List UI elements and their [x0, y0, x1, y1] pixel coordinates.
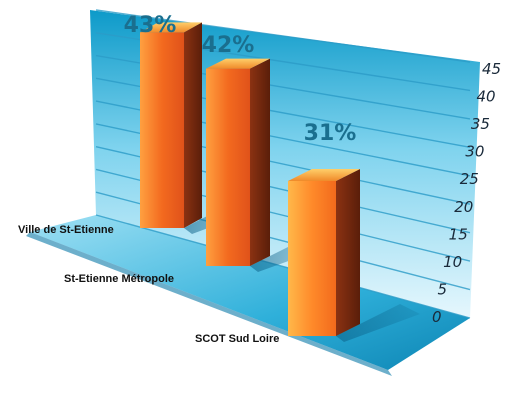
bar-top — [206, 58, 270, 69]
y-tick-label: 35 — [471, 115, 490, 133]
bar-side — [250, 58, 270, 266]
y-tick-label: 40 — [476, 88, 495, 106]
y-tick-label: 25 — [460, 170, 479, 188]
y-tick-label: 5 — [438, 280, 448, 298]
category-label: Ville de St-Etienne — [18, 224, 114, 236]
category-label: SCOT Sud Loire — [195, 333, 279, 345]
y-tick-label: 15 — [449, 225, 468, 243]
chart-floor-edge — [26, 232, 392, 376]
bar-front — [288, 181, 336, 336]
y-tick-label: 20 — [454, 198, 473, 216]
gridline — [95, 9, 471, 63]
bar-shadow — [336, 304, 420, 342]
bar-side — [184, 22, 202, 228]
bar-top — [288, 169, 360, 181]
labels: 43% 42% 31% Ville de St-Etienne St-Etienne M… — [18, 13, 356, 345]
y-tick-label: 0 — [432, 308, 442, 326]
bar-side — [336, 169, 360, 336]
y-axis-ticks: 0 5 10 15 20 25 30 35 40 45 — [432, 60, 501, 326]
bar-value-label: 43% — [124, 13, 177, 38]
y-tick-label: 30 — [465, 143, 484, 161]
bar-value-label: 42% — [202, 33, 255, 58]
bar-top — [140, 22, 202, 33]
bars — [140, 22, 420, 342]
bar-front — [140, 32, 184, 228]
bar-value-label: 31% — [304, 121, 357, 146]
y-tick-label: 10 — [443, 253, 462, 271]
category-label: St-Etienne Métropole — [64, 273, 174, 285]
y-tick-label: 45 — [482, 60, 501, 78]
bar-front — [206, 68, 250, 266]
gridline — [95, 214, 471, 319]
